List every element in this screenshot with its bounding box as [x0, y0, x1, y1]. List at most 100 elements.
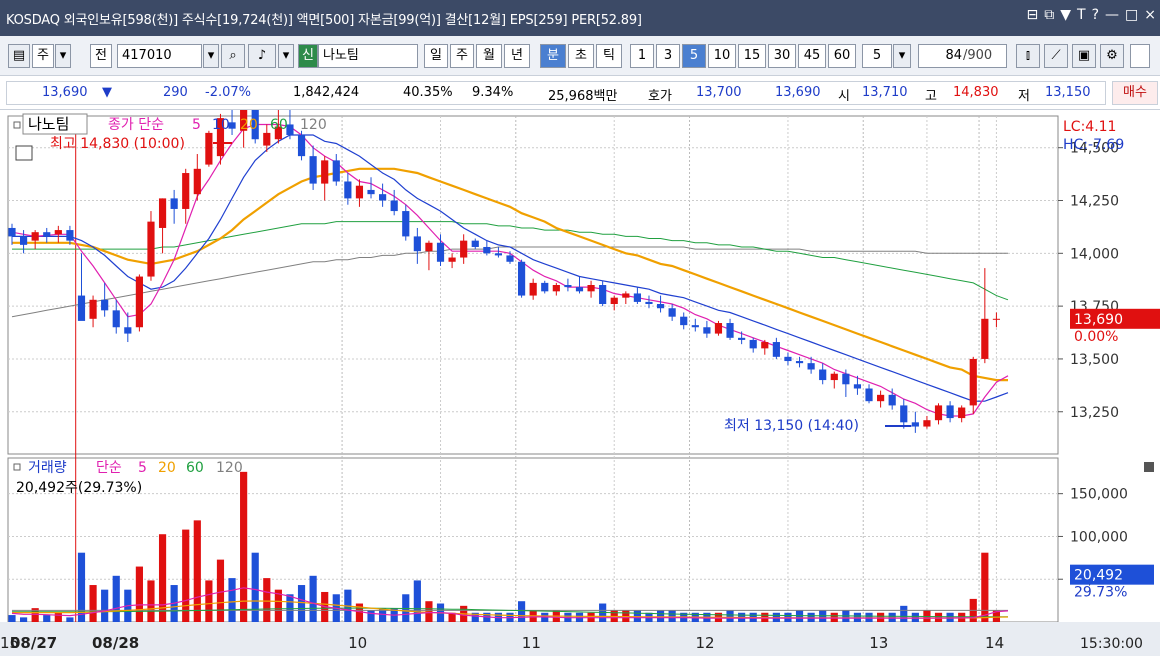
vma5-line	[11, 587, 1009, 619]
volume-bar	[656, 610, 665, 622]
pin-icon[interactable]: ▼	[1060, 7, 1072, 23]
candle-body	[981, 318, 989, 359]
help-icon[interactable]: ?	[1091, 7, 1100, 23]
period-tick[interactable]: 틱	[596, 44, 622, 68]
sound-dropdown-icon[interactable]: ▾	[278, 44, 294, 68]
volume-ratio: 40.35%	[403, 85, 453, 100]
volume-bar	[981, 552, 989, 622]
type1-select[interactable]: 주	[32, 44, 54, 68]
candle-body	[633, 293, 641, 302]
type1-dropdown-icon[interactable]: ▾	[55, 44, 71, 68]
candle-body	[205, 132, 213, 165]
period-week[interactable]: 주	[450, 44, 474, 68]
font-icon[interactable]: T	[1077, 7, 1086, 23]
interval-1[interactable]: 1	[630, 44, 654, 68]
sound-icon[interactable]: ♪	[248, 44, 276, 68]
volume-bar	[379, 608, 387, 622]
period-second[interactable]: 초	[568, 44, 594, 68]
period-year[interactable]: 년	[504, 44, 530, 68]
low-label: 저	[1018, 89, 1030, 104]
window-controls: ⊟ ⧉ ▼ T ? — □ ×	[1027, 7, 1156, 23]
interval-45[interactable]: 45	[798, 44, 826, 68]
candle-body	[413, 236, 421, 252]
candle-body	[900, 405, 908, 423]
interval-dropdown-icon[interactable]: ▾	[893, 44, 911, 68]
period-day[interactable]: 일	[424, 44, 448, 68]
minimize-layout-icon[interactable]: ⊟	[1026, 7, 1039, 23]
interval-3[interactable]: 3	[656, 44, 680, 68]
candle-body	[888, 394, 896, 406]
ma-period-label: 20	[240, 117, 258, 133]
ma60-line	[12, 221, 1009, 301]
candle-body	[911, 422, 919, 427]
maximize-icon[interactable]: □	[1125, 7, 1139, 23]
settings-gear-icon[interactable]: ⚙	[1100, 44, 1124, 68]
lc-label: LC:4.11	[1063, 119, 1116, 135]
volume-bar	[43, 615, 51, 622]
max-label: 최고 14,830 (10:00)	[50, 136, 185, 152]
candle-body	[772, 342, 780, 357]
table-icon	[15, 145, 33, 161]
candle-body	[819, 369, 827, 381]
save-icon[interactable]: ▣	[1072, 44, 1096, 68]
interval-60[interactable]: 60	[828, 44, 856, 68]
interval-10[interactable]: 10	[708, 44, 736, 68]
current-price: 13,690	[42, 85, 88, 100]
candle-body	[992, 318, 1001, 320]
volume-legend-box-icon	[13, 463, 21, 471]
candle-body	[610, 297, 618, 305]
candle-body	[448, 257, 456, 262]
candle-body	[402, 211, 410, 237]
volume-ma-period: 120	[216, 460, 243, 476]
volume-current-tag: 20,492	[1074, 568, 1123, 584]
volume-bar	[413, 580, 421, 622]
volume-bar	[297, 585, 306, 622]
layout-icon[interactable]: ▤	[8, 44, 30, 68]
search-icon[interactable]: ⌕	[221, 44, 245, 68]
interval-value[interactable]: 5	[862, 44, 892, 68]
candle-body	[436, 242, 445, 262]
current-pct-tag: 0.00%	[1074, 329, 1118, 345]
candle-body	[170, 198, 178, 209]
type2-select[interactable]: 전	[90, 44, 112, 68]
period-month[interactable]: 월	[476, 44, 502, 68]
candle-body	[228, 122, 236, 129]
high-price: 14,830	[953, 85, 999, 100]
volume-bar	[934, 612, 943, 622]
price-tick-label: 14,250	[1070, 194, 1119, 210]
restore-layout-icon[interactable]: ⧉	[1044, 7, 1055, 23]
candle-body	[182, 173, 190, 209]
count-input[interactable]: 84	[918, 44, 964, 68]
interval-30[interactable]: 30	[768, 44, 796, 68]
bid-price-1: 13,700	[696, 85, 742, 100]
candle-body	[958, 407, 966, 419]
volume-bar	[367, 610, 375, 622]
interval-15[interactable]: 15	[738, 44, 766, 68]
hc-label: HC:-7.69	[1063, 137, 1124, 153]
buy-button[interactable]: 매수	[1112, 81, 1158, 105]
candle-toggle-icon[interactable]: ⫾	[1016, 44, 1040, 68]
x-axis-label: 15	[0, 634, 19, 652]
option-checkbox[interactable]	[1130, 44, 1150, 68]
close-icon[interactable]: ×	[1144, 7, 1156, 23]
volume-bar	[66, 617, 74, 622]
candle-body	[795, 361, 804, 364]
interval-5[interactable]: 5	[682, 44, 706, 68]
trend-tool-icon[interactable]: ⟋	[1044, 44, 1068, 68]
candle-body	[390, 200, 398, 212]
candle-body	[738, 337, 746, 340]
minimize-icon[interactable]: —	[1105, 7, 1120, 23]
x-axis-label: 10	[348, 634, 367, 652]
chart-area: 14,500 14,250 14,000 13,750 13,500 13,250 150,…	[0, 77, 1160, 656]
candle-body	[240, 109, 248, 131]
volume-bar	[112, 575, 120, 622]
open-label: 시	[838, 89, 850, 104]
volume-bar	[31, 608, 39, 622]
ma-period-label: 60	[270, 117, 288, 133]
period-minute[interactable]: 분	[540, 44, 566, 68]
candle-body	[656, 304, 665, 309]
code-dropdown-icon[interactable]: ▾	[203, 44, 219, 68]
code-input[interactable]: 417010	[117, 44, 202, 68]
candle-body	[89, 299, 97, 319]
min-label: 최저 13,150 (14:40)	[724, 418, 859, 434]
